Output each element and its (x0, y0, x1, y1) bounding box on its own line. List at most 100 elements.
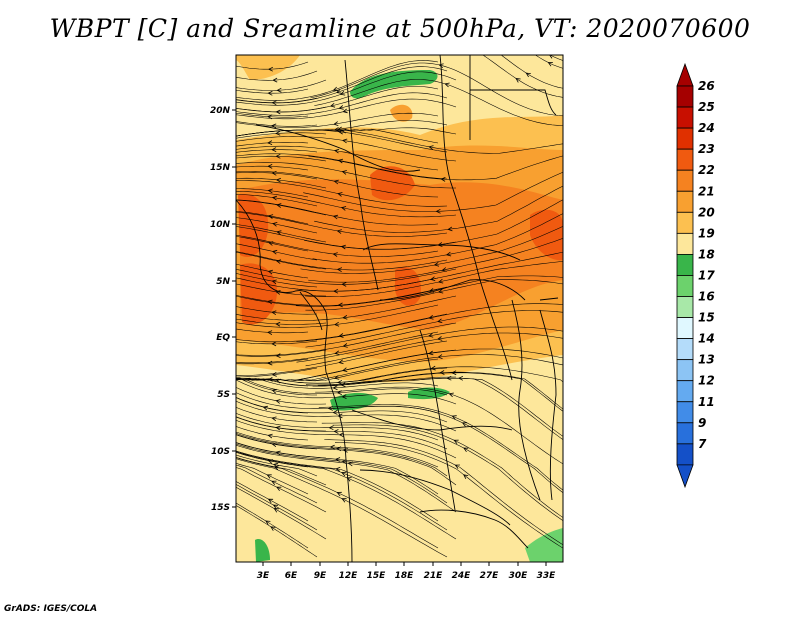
streamline-arrow (333, 429, 339, 434)
streamline (236, 457, 327, 486)
streamline (332, 424, 563, 522)
streamline-arrow (275, 177, 282, 183)
streamline (236, 486, 327, 540)
streamline-arrow (433, 261, 440, 267)
streamline-arrow (267, 214, 274, 219)
streamline-arrow (334, 321, 340, 327)
streamline (236, 431, 439, 468)
streamline-arrow (333, 121, 339, 126)
colorbar-label: 14 (698, 332, 715, 346)
streamline-arrow (276, 230, 282, 235)
streamline-arrow (340, 244, 346, 250)
colorbar-segment (676, 211, 694, 234)
lat-label: EQ (216, 333, 230, 343)
border-line (419, 329, 456, 511)
wbpt-contour-region (330, 392, 378, 411)
streamline-arrow (346, 477, 352, 482)
streamline-arrow (451, 370, 457, 376)
wbpt-contour-region (525, 528, 563, 562)
streamline-arrow (267, 188, 273, 194)
lat-label: 5S (217, 390, 230, 400)
border-line (439, 55, 513, 381)
streamlines (236, 55, 563, 558)
colorbar-segment (676, 422, 694, 445)
streamline-arrow (440, 177, 446, 182)
wbpt-contour-region (236, 55, 300, 80)
lon-label: 18E (395, 571, 415, 581)
streamline (317, 372, 563, 412)
streamline (236, 397, 448, 423)
grads-credit: GrADS: IGES/COLA (4, 604, 98, 614)
streamline-arrow (438, 63, 444, 69)
streamline-arrow (267, 66, 274, 72)
streamline-arrow (267, 498, 274, 504)
streamline-arrow (447, 226, 453, 232)
streamline-arrow (265, 520, 271, 526)
lon-label: 12E (339, 571, 359, 581)
colorbar-segment (676, 317, 694, 339)
border-line (539, 297, 559, 301)
streamline-arrow (271, 195, 278, 201)
border-line (539, 309, 557, 501)
streamline (308, 155, 563, 181)
streamline (236, 60, 439, 101)
streamline-arrow (451, 415, 457, 420)
streamline-arrow (336, 229, 342, 234)
streamline-arrow (334, 350, 340, 356)
streamline-arrow (336, 89, 342, 94)
streamline-arrow (275, 399, 281, 404)
colorbar-segment (676, 380, 694, 403)
map-panel (236, 55, 563, 562)
streamline (236, 502, 309, 549)
streamline-arrow (273, 465, 279, 470)
streamline-arrow (275, 109, 281, 115)
streamline-arrow (435, 208, 441, 214)
streamline-arrow (332, 214, 339, 220)
streamline-arrow (461, 422, 468, 427)
colorbar-label: 24 (698, 121, 715, 135)
lat-label: 15N (210, 163, 231, 173)
streamline-arrow (271, 310, 277, 316)
border-line (470, 89, 557, 116)
streamline-arrow (275, 290, 281, 295)
streamline (296, 326, 563, 363)
colorbar-segment (676, 338, 694, 361)
colorbar-label: 21 (698, 184, 715, 198)
colorbar-label: 18 (698, 247, 715, 261)
streamline-arrow (430, 365, 436, 371)
streamline-arrow (338, 432, 344, 438)
streamline-arrow (337, 129, 344, 135)
streamline (321, 422, 563, 518)
colorbar-segment (676, 148, 694, 171)
wbpt-contour-region (240, 263, 278, 325)
streamline (549, 55, 563, 61)
streamline (236, 434, 457, 486)
streamline-arrow (428, 145, 434, 150)
streamline (236, 450, 439, 522)
streamline-arrow (342, 315, 348, 320)
streamline (236, 413, 439, 441)
wbpt-contour-region (255, 539, 270, 562)
lat-label: 10S (211, 447, 230, 457)
streamline-arrow (267, 433, 273, 439)
streamline-arrow (549, 55, 554, 59)
streamline-arrow (333, 288, 339, 294)
colorbar-segment (676, 253, 694, 276)
streamline-arrow (341, 471, 347, 477)
map-frame (235, 54, 564, 563)
streamline-arrow (428, 314, 434, 320)
lon-label: 24E (452, 571, 472, 581)
lon-label: 21E (424, 571, 444, 581)
streamline-arrow (328, 425, 334, 431)
streamline-arrow (342, 108, 348, 114)
streamline-arrow (341, 282, 347, 287)
streamline-arrow (267, 164, 273, 169)
streamline-arrow (267, 330, 273, 335)
streamline-arrow (271, 341, 277, 347)
colorbar-top-arrow (676, 62, 694, 87)
wbpt-contour-region (350, 70, 438, 99)
streamline-arrow (428, 332, 434, 338)
streamline (482, 55, 563, 98)
streamline (324, 439, 563, 546)
